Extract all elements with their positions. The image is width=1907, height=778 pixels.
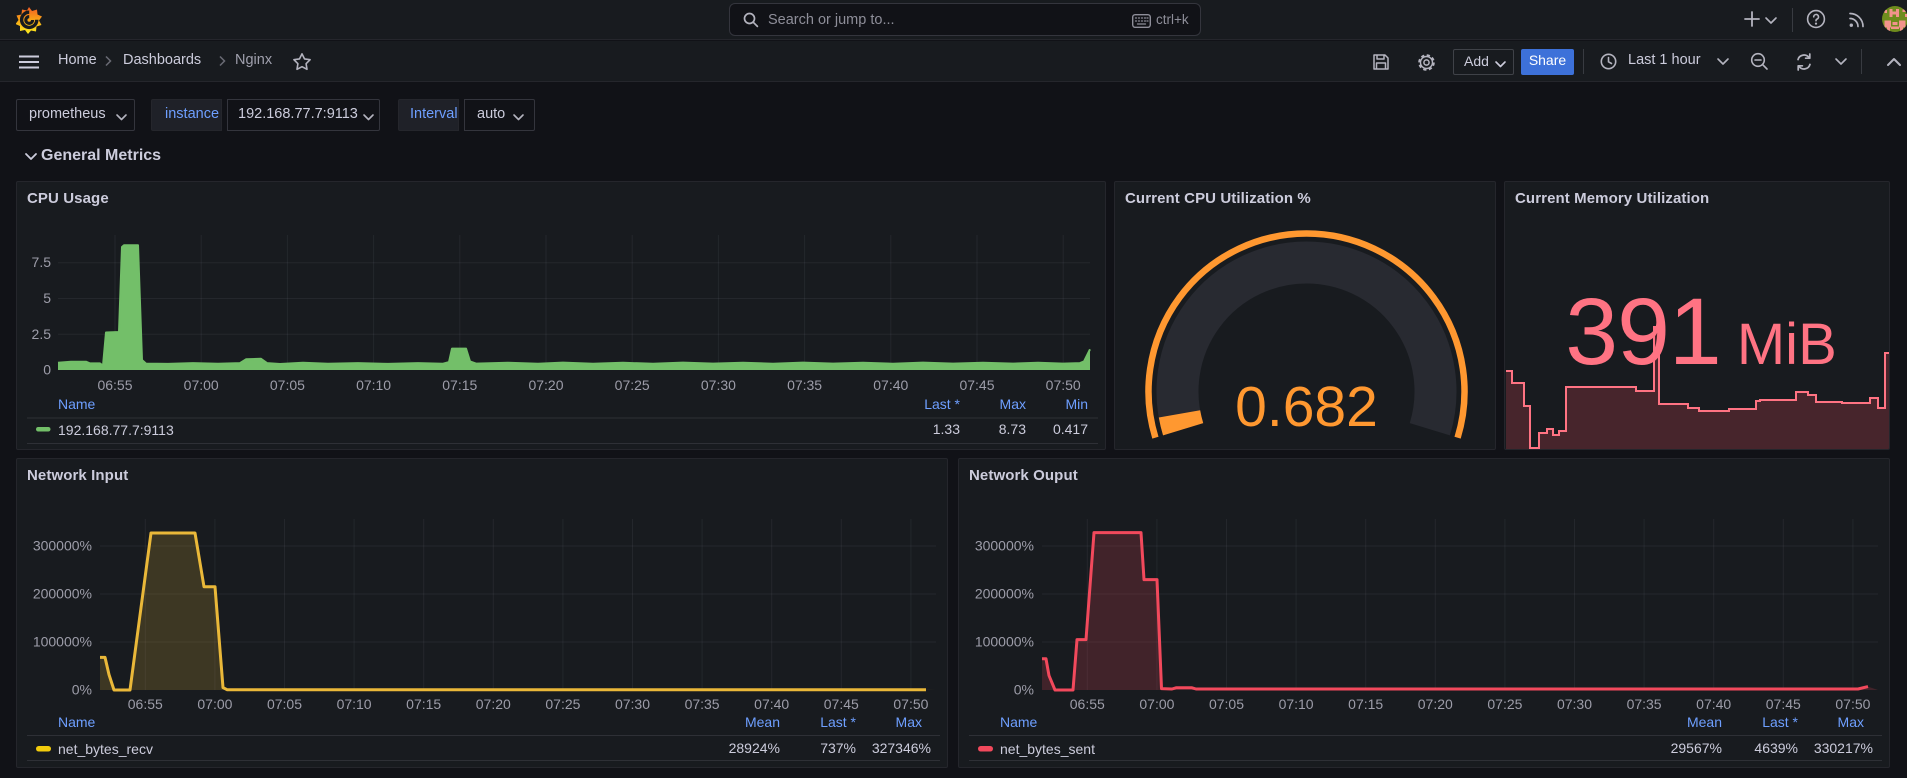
svg-text:net_bytes_recv: net_bytes_recv xyxy=(58,741,153,757)
svg-text:07:10: 07:10 xyxy=(1279,696,1314,712)
svg-text:07:10: 07:10 xyxy=(337,696,372,712)
svg-text:0: 0 xyxy=(43,362,51,378)
svg-text:07:30: 07:30 xyxy=(701,377,736,393)
svg-text:07:45: 07:45 xyxy=(959,377,994,393)
svg-text:300000%: 300000% xyxy=(33,538,92,554)
svg-text:07:50: 07:50 xyxy=(1835,696,1870,712)
svg-text:07:05: 07:05 xyxy=(267,696,302,712)
svg-text:07:00: 07:00 xyxy=(184,377,219,393)
svg-text:0.417: 0.417 xyxy=(1053,421,1088,437)
svg-text:06:55: 06:55 xyxy=(97,377,132,393)
svg-text:Name: Name xyxy=(58,714,96,730)
svg-text:07:45: 07:45 xyxy=(824,696,859,712)
svg-text:737%: 737% xyxy=(820,740,856,756)
svg-text:07:20: 07:20 xyxy=(1418,696,1453,712)
svg-text:07:35: 07:35 xyxy=(685,696,720,712)
svg-text:8.73: 8.73 xyxy=(999,421,1026,437)
svg-text:5: 5 xyxy=(43,290,51,306)
svg-text:07:40: 07:40 xyxy=(1696,696,1731,712)
svg-text:300000%: 300000% xyxy=(975,538,1034,554)
svg-text:07:25: 07:25 xyxy=(615,377,650,393)
svg-text:07:00: 07:00 xyxy=(197,696,232,712)
svg-text:Min: Min xyxy=(1065,396,1088,412)
svg-text:28924%: 28924% xyxy=(729,740,780,756)
svg-text:07:45: 07:45 xyxy=(1766,696,1801,712)
svg-text:07:50: 07:50 xyxy=(893,696,928,712)
svg-text:Name: Name xyxy=(1000,714,1038,730)
svg-text:327346%: 327346% xyxy=(872,740,931,756)
svg-text:Mean: Mean xyxy=(745,714,780,730)
svg-text:07:25: 07:25 xyxy=(1487,696,1522,712)
svg-text:07:35: 07:35 xyxy=(1627,696,1662,712)
svg-text:net_bytes_sent: net_bytes_sent xyxy=(1000,741,1095,757)
svg-text:2.5: 2.5 xyxy=(32,326,52,342)
svg-text:07:05: 07:05 xyxy=(270,377,305,393)
svg-text:0%: 0% xyxy=(1014,682,1034,698)
svg-text:07:10: 07:10 xyxy=(356,377,391,393)
svg-text:Max: Max xyxy=(896,714,922,730)
svg-text:100000%: 100000% xyxy=(975,634,1034,650)
svg-text:07:20: 07:20 xyxy=(528,377,563,393)
svg-text:200000%: 200000% xyxy=(975,586,1034,602)
svg-text:Max: Max xyxy=(1838,714,1864,730)
svg-text:07:15: 07:15 xyxy=(406,696,441,712)
svg-text:Max: Max xyxy=(1000,396,1026,412)
svg-text:Last *: Last * xyxy=(1762,714,1798,730)
svg-text:Last *: Last * xyxy=(820,714,856,730)
svg-text:Mean: Mean xyxy=(1687,714,1722,730)
svg-text:06:55: 06:55 xyxy=(1070,696,1105,712)
svg-text:192.168.77.7:9113: 192.168.77.7:9113 xyxy=(58,422,174,438)
svg-text:07:15: 07:15 xyxy=(442,377,477,393)
svg-text:06:55: 06:55 xyxy=(128,696,163,712)
svg-text:07:20: 07:20 xyxy=(476,696,511,712)
svg-text:Last *: Last * xyxy=(924,396,960,412)
svg-text:07:00: 07:00 xyxy=(1139,696,1174,712)
svg-text:07:15: 07:15 xyxy=(1348,696,1383,712)
svg-text:7.5: 7.5 xyxy=(32,254,52,270)
svg-text:07:40: 07:40 xyxy=(873,377,908,393)
svg-text:07:30: 07:30 xyxy=(1557,696,1592,712)
svg-text:0%: 0% xyxy=(72,682,92,698)
svg-text:Name: Name xyxy=(58,396,96,412)
svg-text:07:35: 07:35 xyxy=(787,377,822,393)
svg-text:100000%: 100000% xyxy=(33,634,92,650)
svg-text:1.33: 1.33 xyxy=(933,421,960,437)
svg-text:07:25: 07:25 xyxy=(545,696,580,712)
svg-text:4639%: 4639% xyxy=(1754,740,1798,756)
svg-text:0.682: 0.682 xyxy=(1235,375,1378,439)
svg-text:200000%: 200000% xyxy=(33,586,92,602)
svg-text:29567%: 29567% xyxy=(1671,740,1722,756)
svg-text:07:40: 07:40 xyxy=(754,696,789,712)
svg-text:07:05: 07:05 xyxy=(1209,696,1244,712)
svg-text:330217%: 330217% xyxy=(1814,740,1873,756)
svg-text:07:30: 07:30 xyxy=(615,696,650,712)
svg-text:07:50: 07:50 xyxy=(1046,377,1081,393)
